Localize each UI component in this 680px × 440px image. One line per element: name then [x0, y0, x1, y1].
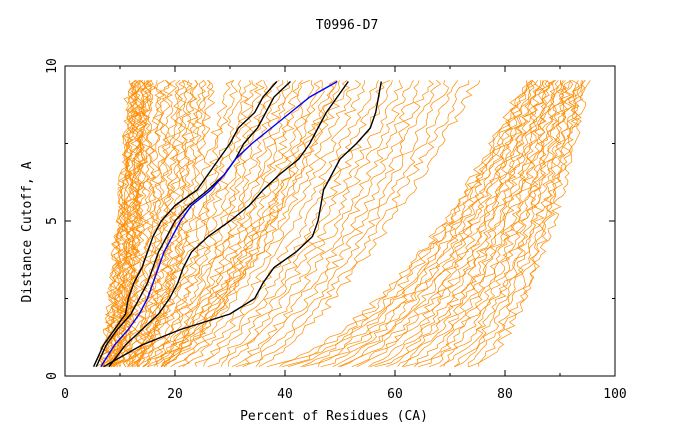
background-curve: [439, 80, 579, 368]
background-curve: [443, 79, 580, 367]
background-curve: [287, 80, 533, 368]
background-curve: [235, 80, 450, 368]
background-curve: [356, 79, 556, 368]
y-tick-label: 5: [45, 217, 60, 225]
background-curve: [118, 80, 157, 367]
background-curve: [126, 80, 194, 367]
background-curve: [178, 80, 379, 368]
series-line-4: [103, 81, 382, 368]
background-curve: [125, 80, 238, 367]
x-tick-label: 20: [167, 387, 183, 402]
x-axis-label: Percent of Residues (CA): [240, 409, 428, 424]
background-curve: [351, 79, 554, 368]
series-line-3: [100, 80, 338, 368]
background-curve: [134, 80, 207, 367]
background-curve: [131, 80, 242, 367]
background-curve: [147, 80, 297, 367]
background-curve: [170, 80, 366, 367]
background-curve: [332, 80, 546, 368]
background-curve: [108, 80, 163, 367]
background-curve: [428, 80, 574, 368]
x-tick-label: 40: [277, 387, 293, 402]
background-model-curves: [95, 79, 591, 368]
background-curve: [104, 79, 141, 367]
background-curve: [221, 80, 420, 367]
background-curve: [478, 80, 591, 367]
background-curve: [155, 79, 311, 367]
background-curve: [153, 80, 337, 367]
background-curve: [182, 79, 390, 367]
background-curve: [258, 80, 481, 368]
chart-title: T0996-D7: [316, 18, 379, 33]
x-tick-label: 80: [497, 387, 513, 402]
background-curve: [302, 80, 535, 368]
background-curve: [112, 79, 178, 367]
background-curve: [161, 79, 322, 368]
background-curve: [242, 80, 459, 368]
background-curve: [401, 80, 567, 367]
background-curve: [161, 80, 350, 367]
background-curve: [105, 80, 146, 368]
background-curve: [403, 80, 568, 368]
background-curve: [300, 80, 537, 368]
background-curve: [165, 80, 362, 367]
x-axis-ticks: 0 20 40 60 80 100: [61, 66, 627, 402]
background-curve: [122, 79, 234, 367]
background-curve: [132, 80, 252, 367]
background-curve: [368, 79, 555, 367]
background-curve: [137, 79, 265, 367]
background-curve: [397, 80, 564, 367]
x-tick-label: 100: [603, 387, 626, 402]
background-curve: [164, 79, 337, 367]
y-axis-ticks: 0 5 10: [45, 58, 615, 380]
background-curve: [100, 80, 141, 367]
y-axis-label: Distance Cutoff, A: [20, 161, 35, 302]
background-curve: [337, 80, 546, 368]
series-line-1: [92, 81, 278, 367]
background-curve: [453, 80, 584, 367]
background-curve: [320, 80, 542, 368]
background-curve: [136, 80, 216, 367]
background-curve: [413, 80, 572, 367]
x-tick-label: 0: [61, 387, 69, 402]
background-curve: [468, 80, 586, 368]
background-curve: [279, 80, 534, 367]
background-curve: [109, 80, 170, 368]
background-curve: [160, 80, 325, 367]
background-curve: [147, 80, 303, 368]
y-tick-label: 0: [45, 372, 60, 380]
background-curve: [418, 79, 572, 368]
highlighted-model-curves: [92, 80, 382, 368]
background-curve: [231, 80, 442, 368]
background-curve: [127, 80, 199, 367]
background-curve: [96, 80, 135, 367]
background-curve: [138, 80, 269, 367]
background-curve: [118, 80, 185, 367]
background-curve: [266, 80, 528, 368]
y-tick-label: 10: [45, 58, 60, 74]
background-curve: [203, 80, 403, 367]
background-curve: [454, 80, 586, 368]
background-curve: [318, 80, 541, 367]
series-line-2: [95, 80, 291, 367]
series-line-5: [108, 81, 349, 368]
background-curve: [374, 80, 559, 368]
background-curve: [136, 80, 259, 367]
background-curve: [207, 80, 414, 368]
background-curve: [114, 80, 152, 367]
background-curve: [110, 80, 174, 367]
background-curve: [142, 80, 284, 367]
background-curve: [227, 80, 434, 367]
background-curve: [255, 80, 470, 367]
x-tick-label: 60: [387, 387, 403, 402]
